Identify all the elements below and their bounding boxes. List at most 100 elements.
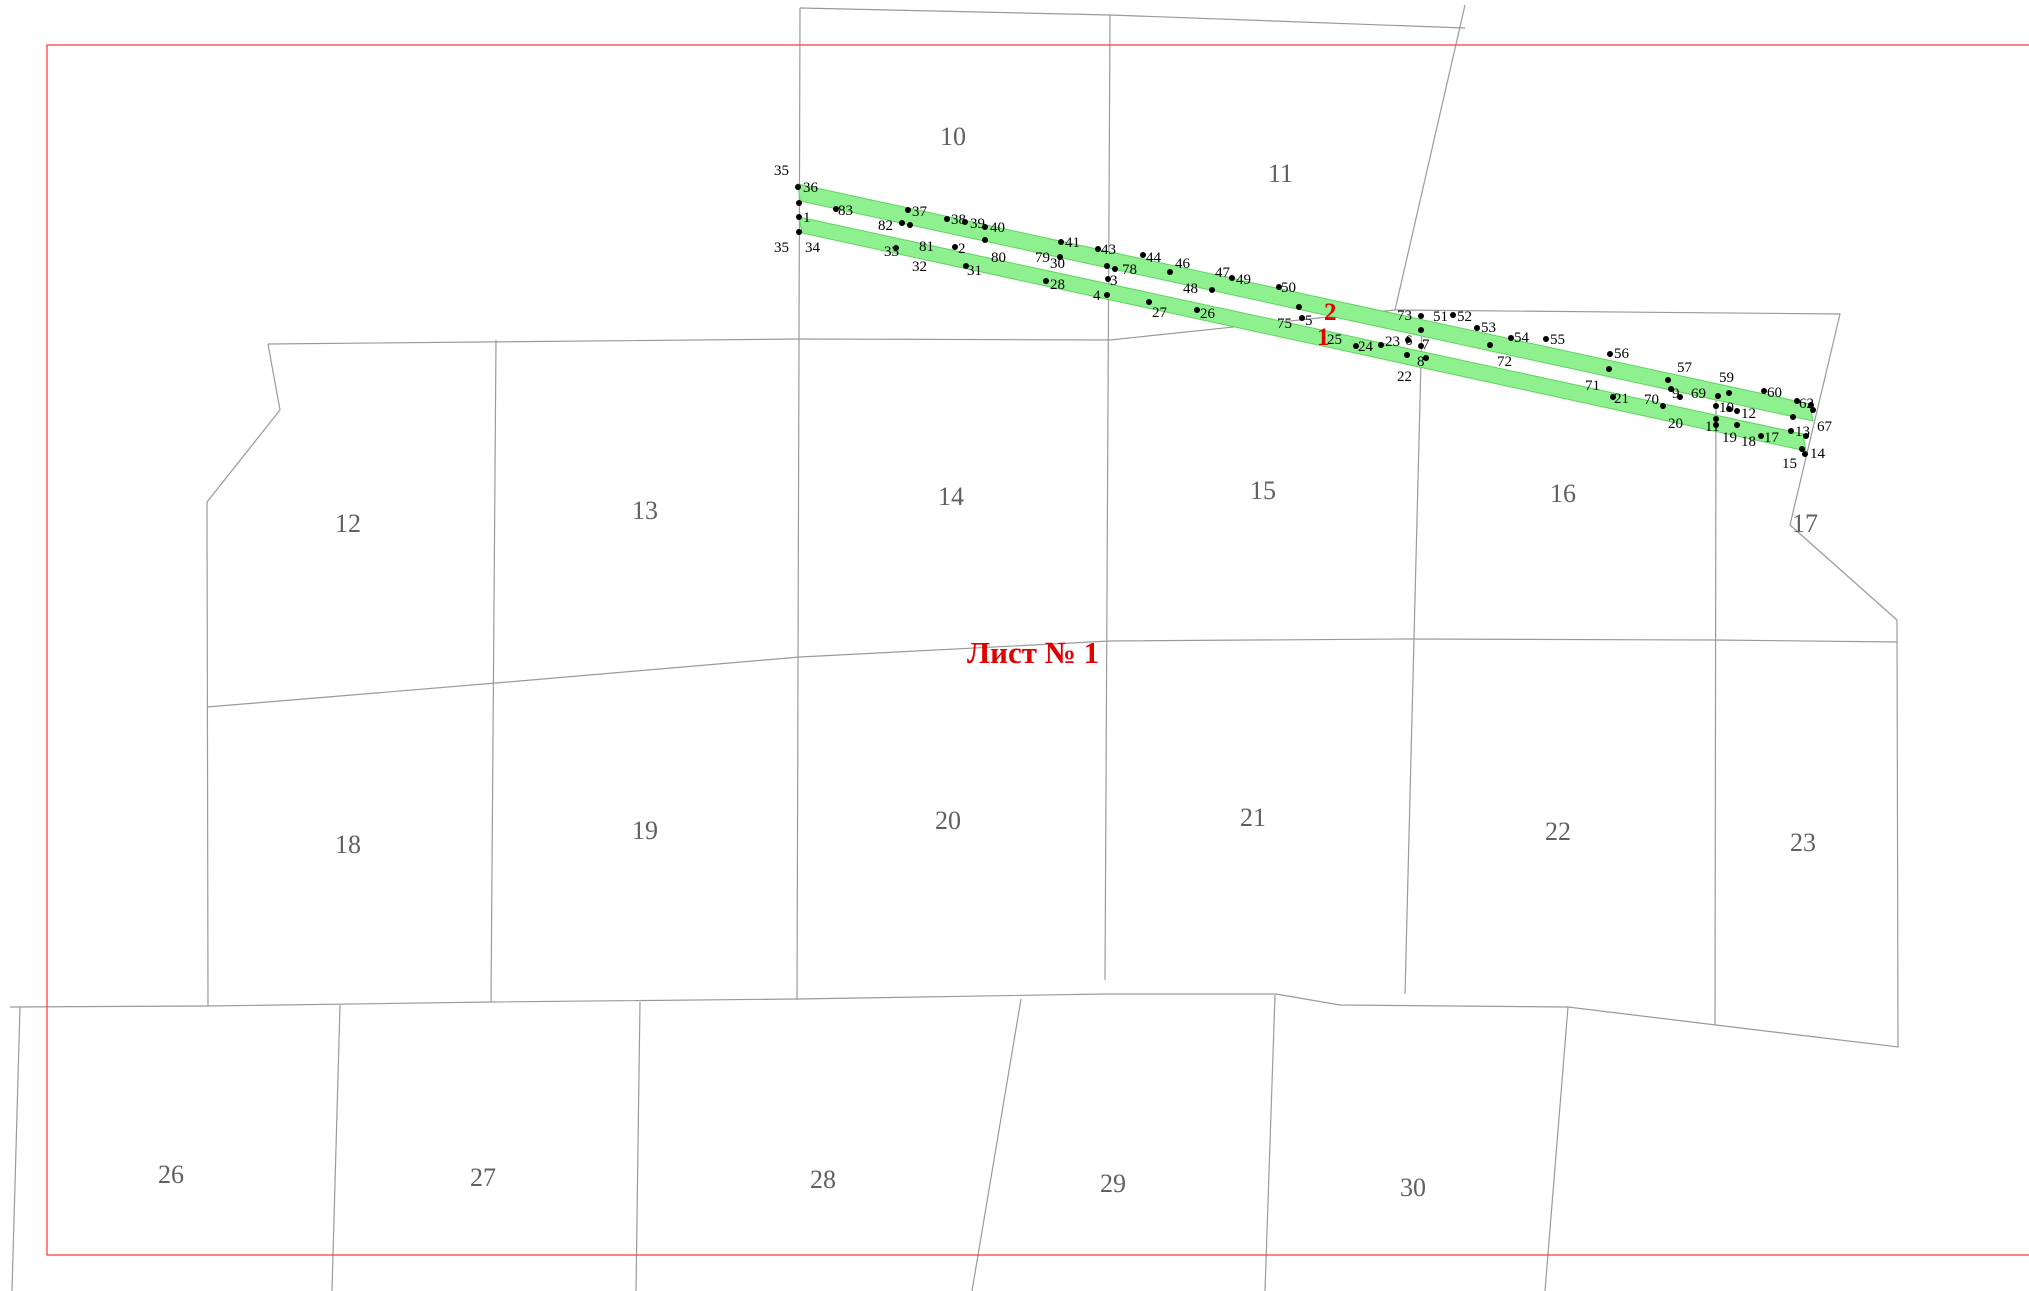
point-marker: [833, 206, 839, 212]
point-marker: [1104, 263, 1110, 269]
point-marker: [1104, 292, 1110, 298]
parcel-boundary-line: [1404, 321, 1423, 995]
point-label: 78: [1122, 262, 1137, 278]
point-label: 32: [912, 259, 927, 275]
point-label: 73: [1397, 308, 1412, 324]
point-label: 57: [1677, 360, 1693, 376]
point-label: 24: [1358, 339, 1374, 355]
parcel-boundary-line: [1715, 619, 1899, 1048]
sheet-label: Лист № 1: [967, 635, 1099, 670]
point-label: 10: [1719, 400, 1734, 416]
point-marker: [1043, 278, 1049, 284]
point-marker: [1508, 335, 1514, 341]
point-label: 59: [1719, 370, 1734, 386]
point-marker: [1788, 428, 1794, 434]
point-label: 60: [1767, 385, 1782, 401]
point-marker: [944, 216, 950, 222]
point-marker: [796, 214, 802, 220]
point-marker: [1146, 299, 1152, 305]
point-marker: [1353, 343, 1359, 349]
point-marker: [1799, 446, 1805, 452]
point-marker: [1167, 269, 1173, 275]
point-marker: [1474, 325, 1480, 331]
parcel-number: 18: [335, 830, 361, 859]
point-label: 81: [919, 239, 934, 255]
parcel-number: 10: [940, 122, 966, 151]
point-marker: [1713, 416, 1719, 422]
point-label: 28: [1050, 277, 1065, 293]
point-label: 18: [1741, 434, 1756, 450]
point-label: 56: [1614, 346, 1630, 362]
point-label: 71: [1585, 378, 1600, 394]
point-label: 13: [1795, 424, 1810, 440]
point-marker: [952, 244, 958, 250]
point-label: 4: [1093, 288, 1101, 304]
point-label: 75: [1277, 316, 1292, 332]
point-marker: [1761, 388, 1767, 394]
point-marker: [1803, 433, 1809, 439]
point-label: 26: [1200, 306, 1216, 322]
point-label: 54: [1514, 330, 1530, 346]
point-label: 70: [1644, 392, 1659, 408]
point-marker: [1726, 406, 1732, 412]
point-label: 55: [1550, 332, 1565, 348]
point-marker: [1668, 386, 1674, 392]
point-marker: [1677, 394, 1683, 400]
point-marker: [1418, 313, 1424, 319]
point-label: 22: [1397, 369, 1412, 385]
point-marker: [1487, 342, 1493, 348]
point-label: 52: [1457, 309, 1472, 325]
point-marker: [1194, 307, 1200, 313]
strip-1: [798, 216, 1807, 452]
point-label: 3: [1110, 273, 1118, 289]
point-label: 46: [1175, 256, 1191, 272]
point-marker: [905, 207, 911, 213]
point-label: 27: [1152, 305, 1168, 321]
parcel-number: 14: [938, 482, 964, 511]
point-label: 9: [1672, 386, 1680, 402]
parcel-numbers: 10 11 12 13 14 15 16 17 18 19 20 21 22 2…: [158, 122, 1818, 1202]
parcel-boundary-line: [11, 1006, 21, 1291]
parcel-boundary-line: [267, 309, 1898, 621]
parcel-boundary-line: [331, 1004, 341, 1291]
point-markers: [795, 184, 1816, 457]
strip-2: [797, 183, 1814, 422]
point-marker: [1790, 414, 1796, 420]
parcel-number: 11: [1268, 159, 1293, 188]
point-marker: [796, 229, 802, 235]
point-label: 36: [803, 180, 819, 196]
sheet-frame: [46, 44, 2029, 1256]
point-marker: [1095, 246, 1101, 252]
point-marker: [1734, 422, 1740, 428]
point-label: 69: [1691, 386, 1706, 402]
point-marker: [1209, 287, 1215, 293]
point-label: 41: [1065, 235, 1080, 251]
parcel-number: 29: [1100, 1169, 1126, 1198]
point-label: 11: [1705, 419, 1719, 435]
point-marker: [1140, 252, 1146, 258]
point-label: 40: [990, 220, 1005, 236]
point-marker: [1665, 377, 1671, 383]
parcel-boundary-line: [206, 638, 1898, 708]
point-labels: 1 2 3 4 5 6 7 8 9 10 11 12 13 14 15 17 1…: [774, 163, 1833, 472]
point-marker: [1794, 398, 1800, 404]
point-marker: [1802, 451, 1808, 457]
strip-label: 1: [1317, 324, 1330, 351]
point-label: 38: [951, 212, 966, 228]
point-label: 8: [1417, 354, 1425, 370]
point-marker: [1276, 284, 1282, 290]
point-marker: [1450, 312, 1456, 318]
point-label: 35: [774, 240, 789, 256]
parcel-number: 30: [1400, 1173, 1426, 1202]
point-marker: [1758, 433, 1764, 439]
point-label: 35: [774, 163, 789, 179]
parcel-boundary-line: [1714, 386, 1717, 1026]
point-marker: [1660, 403, 1666, 409]
point-label: 72: [1497, 354, 1512, 370]
parcel-boundary-line: [635, 1001, 641, 1291]
point-marker: [1405, 337, 1411, 343]
parcel-number: 12: [335, 509, 361, 538]
parcel-number: 19: [632, 816, 658, 845]
point-label: 14: [1810, 446, 1826, 462]
point-marker: [1734, 408, 1740, 414]
